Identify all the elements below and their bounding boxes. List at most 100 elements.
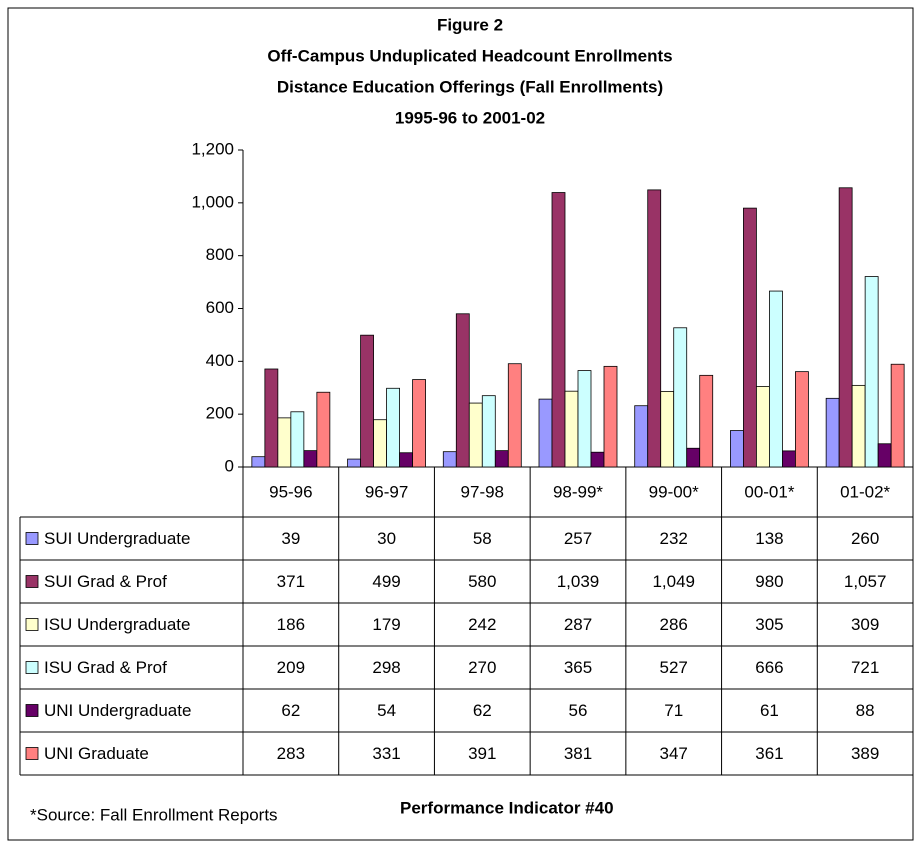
table-value: 56 [569,701,588,720]
table-value: 365 [564,658,592,677]
table-value: 71 [664,701,683,720]
bar [538,398,553,468]
bar [795,371,809,468]
chart-title: Figure 2 [437,15,503,34]
x-tick-label: 01-02* [840,482,890,501]
bar [551,192,566,468]
footnote: *Source: Fall Enrollment Reports [30,805,278,824]
table-value: 298 [372,658,400,677]
table-value: 54 [377,701,396,720]
table-value: 721 [851,658,879,677]
chart-subtitle: Off-Campus Unduplicated Headcount Enroll… [267,46,672,65]
bar [864,276,879,468]
table-value: 980 [755,572,783,591]
bar [756,386,770,468]
table-value: 209 [277,658,305,677]
table-value: 257 [564,529,592,548]
bar [634,405,649,468]
bar [303,450,318,468]
bar [468,402,483,468]
bar [686,447,701,468]
table-value: 287 [564,615,592,634]
bar [769,290,783,468]
x-tick-label: 95-96 [269,482,312,501]
x-tick-label: 98-99* [553,482,603,501]
legend-key [25,532,39,545]
bar [743,207,757,468]
table-value: 88 [856,701,875,720]
bar [360,334,374,468]
bar [373,419,387,468]
legend-key [25,618,39,631]
bar [264,368,279,468]
legend-key [25,661,39,674]
table-value: 666 [755,658,783,677]
legend-label: SUI Undergraduate [44,529,190,548]
legend-label: ISU Grad & Prof [44,658,167,677]
y-tick-label: 200 [206,404,234,423]
table-value: 61 [760,701,779,720]
table-value: 361 [755,744,783,763]
legend-label: UNI Undergraduate [44,701,191,720]
bar [877,443,892,468]
bar [590,451,605,468]
table-value: 347 [660,744,688,763]
bar [838,187,853,468]
table-value: 260 [851,529,879,548]
table-value: 286 [660,615,688,634]
bar [455,313,470,468]
table-value: 580 [468,572,496,591]
table-value: 179 [372,615,400,634]
bar [481,395,496,468]
legend-key [25,575,39,588]
x-tick-label: 99-00* [649,482,699,501]
bar [347,458,361,468]
bar [825,397,840,468]
bar [730,430,744,468]
x-tick-label: 00-01* [744,482,794,501]
table-value: 1,039 [557,572,600,591]
y-tick-label: 1,200 [191,139,234,158]
bar [399,452,413,468]
chart-subtitle: 1995-96 to 2001-02 [395,108,545,127]
bar [890,363,905,468]
legend-key [25,747,39,760]
y-tick-label: 600 [206,298,234,317]
table-value: 499 [372,572,400,591]
bar [564,390,579,468]
table-value: 58 [473,529,492,548]
table-value: 62 [473,701,492,720]
bar [603,365,618,468]
bar [290,411,305,468]
bar [316,391,331,468]
table-value: 39 [281,529,300,548]
y-tick-label: 400 [206,351,234,370]
bar [494,450,509,468]
legend-label: UNI Graduate [44,744,149,763]
x-tick-label: 96-97 [365,482,408,501]
bar [412,379,426,468]
table-value: 527 [660,658,688,677]
table-value: 232 [660,529,688,548]
table-value: 391 [468,744,496,763]
bar [673,327,688,468]
chart-subtitle: Distance Education Offerings (Fall Enrol… [277,77,663,96]
x-tick-label: 97-98 [461,482,504,501]
bar [782,450,796,468]
table-value: 1,049 [652,572,695,591]
legend-key [25,704,39,717]
table-value: 309 [851,615,879,634]
table-value: 381 [564,744,592,763]
legend-label: SUI Grad & Prof [44,572,167,591]
bar [660,391,675,468]
table-value: 1,057 [844,572,887,591]
bar [507,363,522,468]
table-value: 371 [277,572,305,591]
table-value: 30 [377,529,396,548]
y-tick-label: 1,000 [191,192,234,211]
bar [251,456,266,468]
bar [277,417,292,468]
note: Performance Indicator #40 [400,798,614,817]
table-value: 283 [277,744,305,763]
